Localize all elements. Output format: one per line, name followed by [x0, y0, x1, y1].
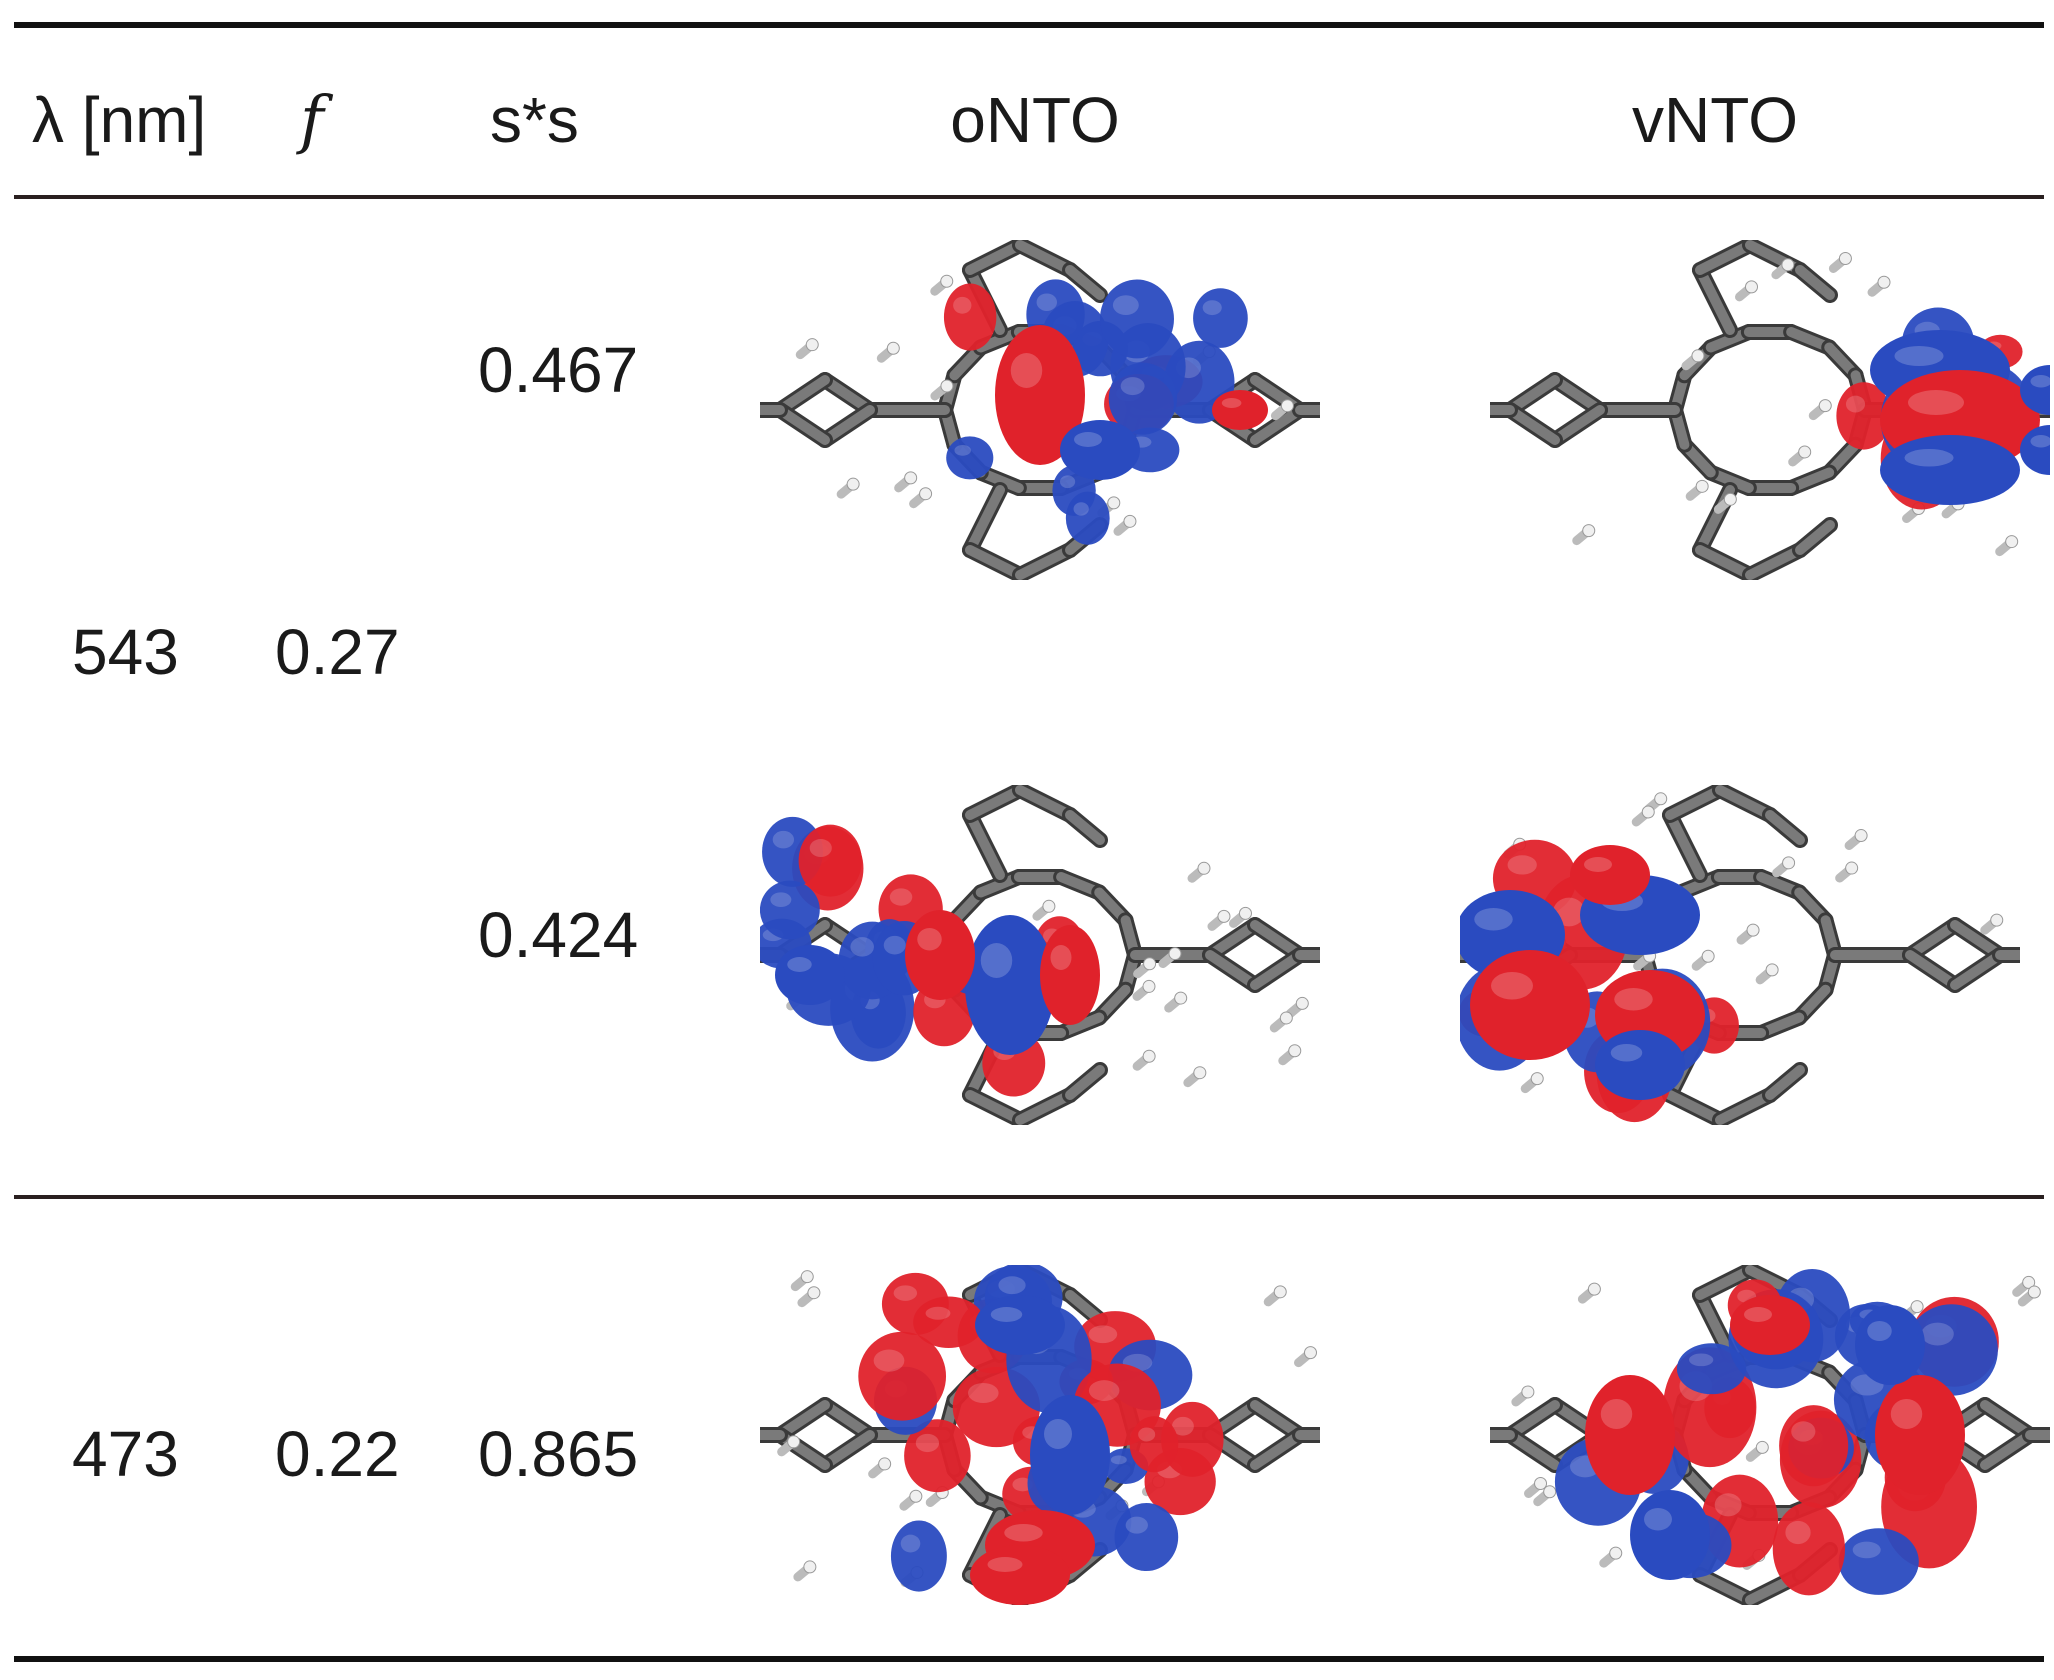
header-ss: s*s	[490, 84, 579, 156]
onto-orbital-image-2	[760, 785, 1320, 1125]
vnto-orbital-image-1	[1490, 240, 2050, 580]
row2-ss: 0.865	[478, 1418, 639, 1490]
vnto-orbital-image-2	[1460, 785, 2020, 1125]
header-rule	[14, 195, 2044, 199]
vnto-orbital-image-3	[1490, 1265, 2050, 1605]
onto-orbital-image-3	[760, 1265, 1320, 1605]
row1-f: 0.27	[275, 616, 400, 688]
row2-lambda: 473	[72, 1418, 179, 1490]
bottom-rule	[14, 1656, 2044, 1662]
header-onto: oNTO	[950, 84, 1120, 156]
header-lambda: λ [nm]	[32, 84, 207, 156]
header-f: f	[300, 83, 324, 157]
row1b-ss: 0.424	[478, 899, 639, 971]
row1a-ss: 0.467	[478, 334, 639, 406]
header-vnto: vNTO	[1632, 84, 1798, 156]
row2-f: 0.22	[275, 1418, 400, 1490]
row1-lambda: 543	[72, 616, 179, 688]
top-rule	[14, 22, 2044, 28]
row-separator	[14, 1195, 2044, 1199]
onto-orbital-image-1	[760, 240, 1320, 580]
